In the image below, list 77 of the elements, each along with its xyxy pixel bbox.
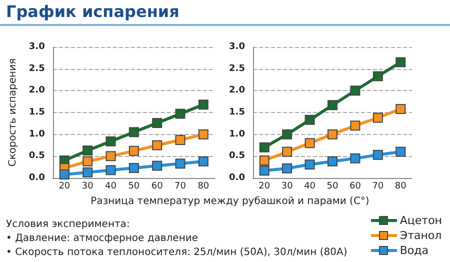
point [259,166,270,176]
point [152,140,162,150]
point [328,100,338,110]
point [282,163,292,174]
point [372,150,383,160]
x-tick-label: 80 [198,182,210,192]
x-tick-label: 50 [128,182,140,192]
text: • Давление: атмосферное давление [6,232,200,246]
point [82,145,93,156]
point [82,156,93,166]
point [304,138,315,148]
point [128,127,139,138]
legend-label: Ацетон [398,213,442,228]
point [82,167,93,178]
point [128,146,139,156]
y-tick-label: 0.5 [229,151,245,162]
text: Условия эксперимента: [6,218,131,232]
point [396,146,406,157]
legend-label: Вода [398,243,430,258]
point [350,153,360,164]
point [304,114,315,125]
point [350,86,360,96]
x-tick-label: 30 [82,182,94,192]
point [152,118,162,128]
y-tick-label: 1.5 [28,108,45,118]
chart-title: График испарения [6,2,180,21]
point [175,108,186,119]
x-tick-label: 60 [151,182,164,192]
y-tick-label: 1.0 [229,129,245,140]
point [175,158,186,169]
y-tick-label: 2.0 [28,86,45,96]
point [304,159,315,170]
point [396,104,406,114]
x-tick-label: 70 [372,182,384,192]
point [396,57,406,68]
point [198,129,208,140]
point [106,151,116,162]
x-tick-label: 60 [349,182,362,192]
x-tick-label: 30 [281,182,294,192]
x-axis-title: Разница температур между рубашкой и парами (C°) [90,196,370,207]
y-axis-title: Скорость испарения [8,58,18,167]
point [106,165,116,176]
point [198,156,208,166]
y-tick-label: 0.5 [28,151,45,162]
legend-label: Этанол [398,228,442,243]
point [328,129,338,140]
x-tick-label: 40 [105,182,117,192]
y-tick-label: 1.0 [28,129,45,140]
point [128,162,139,173]
point [372,71,383,82]
x-tick-label: 70 [174,182,186,192]
point [350,120,360,131]
point [372,112,383,123]
y-tick-label: 3.0 [28,42,45,52]
point [328,156,338,166]
text: • Скорость потока теплоносителя: 25л/мин (50A), 30л/мин (80A) [6,246,348,260]
y-tick-label: 0.0 [229,173,245,183]
y-tick-label: 0.0 [28,173,45,183]
point [59,170,70,180]
x-tick-label: 80 [394,182,407,192]
point [198,100,208,110]
point [175,135,186,146]
y-tick-label: 1.5 [229,108,245,118]
point [259,156,270,166]
point [106,136,116,146]
x-tick-label: 20 [258,182,270,192]
y-tick-label: 2.5 [229,64,245,74]
x-tick-label: 40 [304,182,316,192]
y-tick-label: 3.0 [229,42,245,52]
y-tick-label: 2.0 [229,86,245,96]
x-tick-label: 50 [326,182,338,192]
x-tick-label: 20 [58,182,70,192]
point [259,142,270,152]
point [282,146,292,157]
point [152,160,162,171]
point [282,129,292,140]
y-tick-label: 2.5 [28,64,45,74]
